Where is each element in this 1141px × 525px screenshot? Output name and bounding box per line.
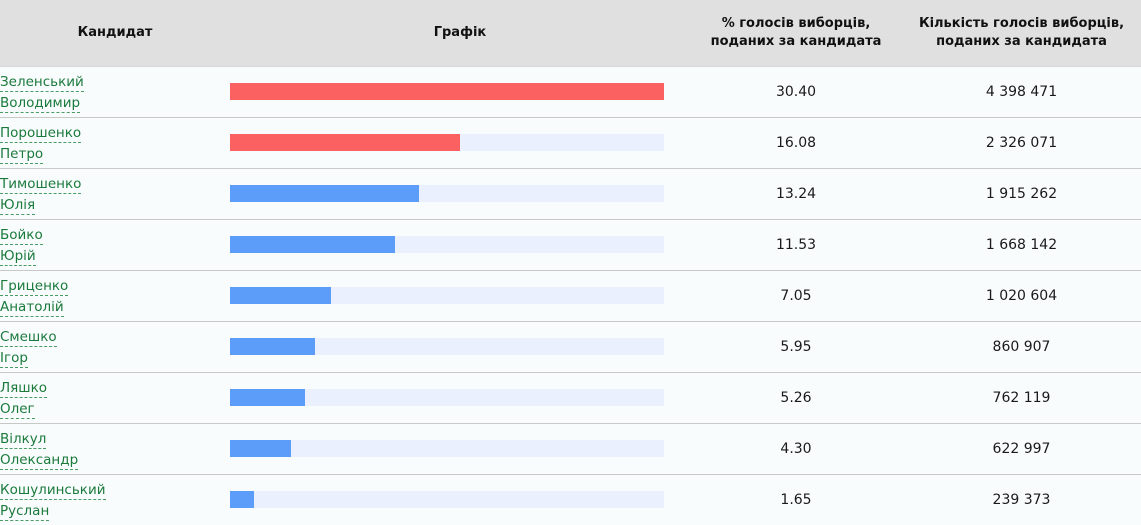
table-header: Кандидат Графік % голосів виборців, пода… <box>0 0 1141 66</box>
percent-cell: 30.40 <box>690 65 902 117</box>
bar-cell <box>230 218 690 270</box>
candidate-givenname-link[interactable]: Ігор <box>0 349 28 368</box>
bar-track <box>230 236 664 253</box>
table-row: Тимошенко Юлія 13.24 1 915 262 <box>0 167 1141 219</box>
bar-track <box>230 185 664 202</box>
votes-cell: 1 020 604 <box>902 269 1141 321</box>
votes-cell: 2 326 071 <box>902 116 1141 168</box>
table-row: Вілкул Олександр 4.30 622 997 <box>0 422 1141 474</box>
bar-fill <box>230 491 254 508</box>
candidate-surname-link[interactable]: Кошулинський <box>0 481 106 500</box>
bar-track <box>230 83 664 100</box>
header-candidate: Кандидат <box>0 0 230 66</box>
candidate-name-group: Гриценко Анатолій <box>0 271 230 321</box>
percent-cell: 16.08 <box>690 116 902 168</box>
candidate-surname-link[interactable]: Тимошенко <box>0 175 82 194</box>
bar-fill <box>230 287 331 304</box>
bar-fill <box>230 236 395 253</box>
bar-cell <box>230 116 690 168</box>
candidate-givenname-link[interactable]: Юрій <box>0 247 36 266</box>
candidate-name-group: Тимошенко Юлія <box>0 169 230 219</box>
header-percent: % голосів виборців, поданих за кандидата <box>690 0 902 66</box>
candidate-cell: Кошулинський Руслан <box>0 473 230 525</box>
candidate-givenname-link[interactable]: Петро <box>0 145 44 164</box>
candidate-cell: Вілкул Олександр <box>0 422 230 474</box>
table-row: Ляшко Олег 5.26 762 119 <box>0 371 1141 423</box>
candidate-givenname-link[interactable]: Руслан <box>0 502 50 521</box>
bar-fill <box>230 134 460 151</box>
bar-fill <box>230 440 292 457</box>
percent-cell: 5.95 <box>690 320 902 372</box>
candidate-cell: Бойко Юрій <box>0 218 230 270</box>
votes-cell: 762 119 <box>902 371 1141 423</box>
table-row: Порошенко Петро 16.08 2 326 071 <box>0 116 1141 168</box>
candidate-givenname-link[interactable]: Олександр <box>0 451 79 470</box>
candidate-givenname-link[interactable]: Анатолій <box>0 298 64 317</box>
bar-fill <box>230 83 664 100</box>
bar-track <box>230 440 664 457</box>
bar-fill <box>230 185 420 202</box>
bar-cell <box>230 167 690 219</box>
bar-cell <box>230 473 690 525</box>
votes-cell: 1 915 262 <box>902 167 1141 219</box>
percent-cell: 4.30 <box>690 422 902 474</box>
votes-cell: 1 668 142 <box>902 218 1141 270</box>
candidate-givenname-link[interactable]: Олег <box>0 400 35 419</box>
candidate-cell: Ляшко Олег <box>0 371 230 423</box>
bar-track <box>230 491 664 508</box>
header-votes: Кількість голосів виборців, поданих за к… <box>902 0 1141 66</box>
table-row: Кошулинський Руслан 1.65 239 373 <box>0 473 1141 525</box>
candidate-name-group: Бойко Юрій <box>0 220 230 270</box>
header-chart: Графік <box>230 0 690 66</box>
candidate-name-group: Смешко Ігор <box>0 322 230 372</box>
candidate-surname-link[interactable]: Порошенко <box>0 124 82 143</box>
table-row: Смешко Ігор 5.95 860 907 <box>0 320 1141 372</box>
candidate-cell: Порошенко Петро <box>0 116 230 168</box>
bar-cell <box>230 320 690 372</box>
percent-cell: 5.26 <box>690 371 902 423</box>
bar-cell <box>230 371 690 423</box>
candidate-cell: Гриценко Анатолій <box>0 269 230 321</box>
votes-cell: 622 997 <box>902 422 1141 474</box>
table-row: Зеленський Володимир 30.40 4 398 471 <box>0 65 1141 117</box>
bar-track <box>230 134 664 151</box>
candidate-name-group: Порошенко Петро <box>0 118 230 168</box>
candidate-surname-link[interactable]: Вілкул <box>0 430 47 449</box>
candidate-name-group: Зеленський Володимир <box>0 67 230 117</box>
bar-track <box>230 389 664 406</box>
percent-cell: 1.65 <box>690 473 902 525</box>
candidate-name-group: Ляшко Олег <box>0 373 230 423</box>
bar-cell <box>230 269 690 321</box>
table-body: Зеленський Володимир 30.40 4 398 471 Порошен… <box>0 65 1141 525</box>
candidate-surname-link[interactable]: Бойко <box>0 226 43 245</box>
bar-fill <box>230 338 315 355</box>
percent-cell: 11.53 <box>690 218 902 270</box>
candidate-givenname-link[interactable]: Юлія <box>0 196 36 215</box>
bar-track <box>230 338 664 355</box>
votes-cell: 239 373 <box>902 473 1141 525</box>
candidate-cell: Зеленський Володимир <box>0 65 230 117</box>
votes-cell: 4 398 471 <box>902 65 1141 117</box>
candidate-surname-link[interactable]: Гриценко <box>0 277 69 296</box>
candidate-name-group: Кошулинський Руслан <box>0 475 230 525</box>
bar-track <box>230 287 664 304</box>
percent-cell: 7.05 <box>690 269 902 321</box>
candidate-name-group: Вілкул Олександр <box>0 424 230 474</box>
bar-fill <box>230 389 306 406</box>
candidate-surname-link[interactable]: Зеленський <box>0 73 84 92</box>
table-row: Бойко Юрій 11.53 1 668 142 <box>0 218 1141 270</box>
table-row: Гриценко Анатолій 7.05 1 020 604 <box>0 269 1141 321</box>
bar-cell <box>230 422 690 474</box>
percent-cell: 13.24 <box>690 167 902 219</box>
bar-cell <box>230 65 690 117</box>
candidate-cell: Смешко Ігор <box>0 320 230 372</box>
candidate-cell: Тимошенко Юлія <box>0 167 230 219</box>
votes-cell: 860 907 <box>902 320 1141 372</box>
candidate-givenname-link[interactable]: Володимир <box>0 94 81 113</box>
candidate-surname-link[interactable]: Смешко <box>0 328 57 347</box>
candidate-surname-link[interactable]: Ляшко <box>0 379 48 398</box>
header-row: Кандидат Графік % голосів виборців, пода… <box>0 0 1141 66</box>
